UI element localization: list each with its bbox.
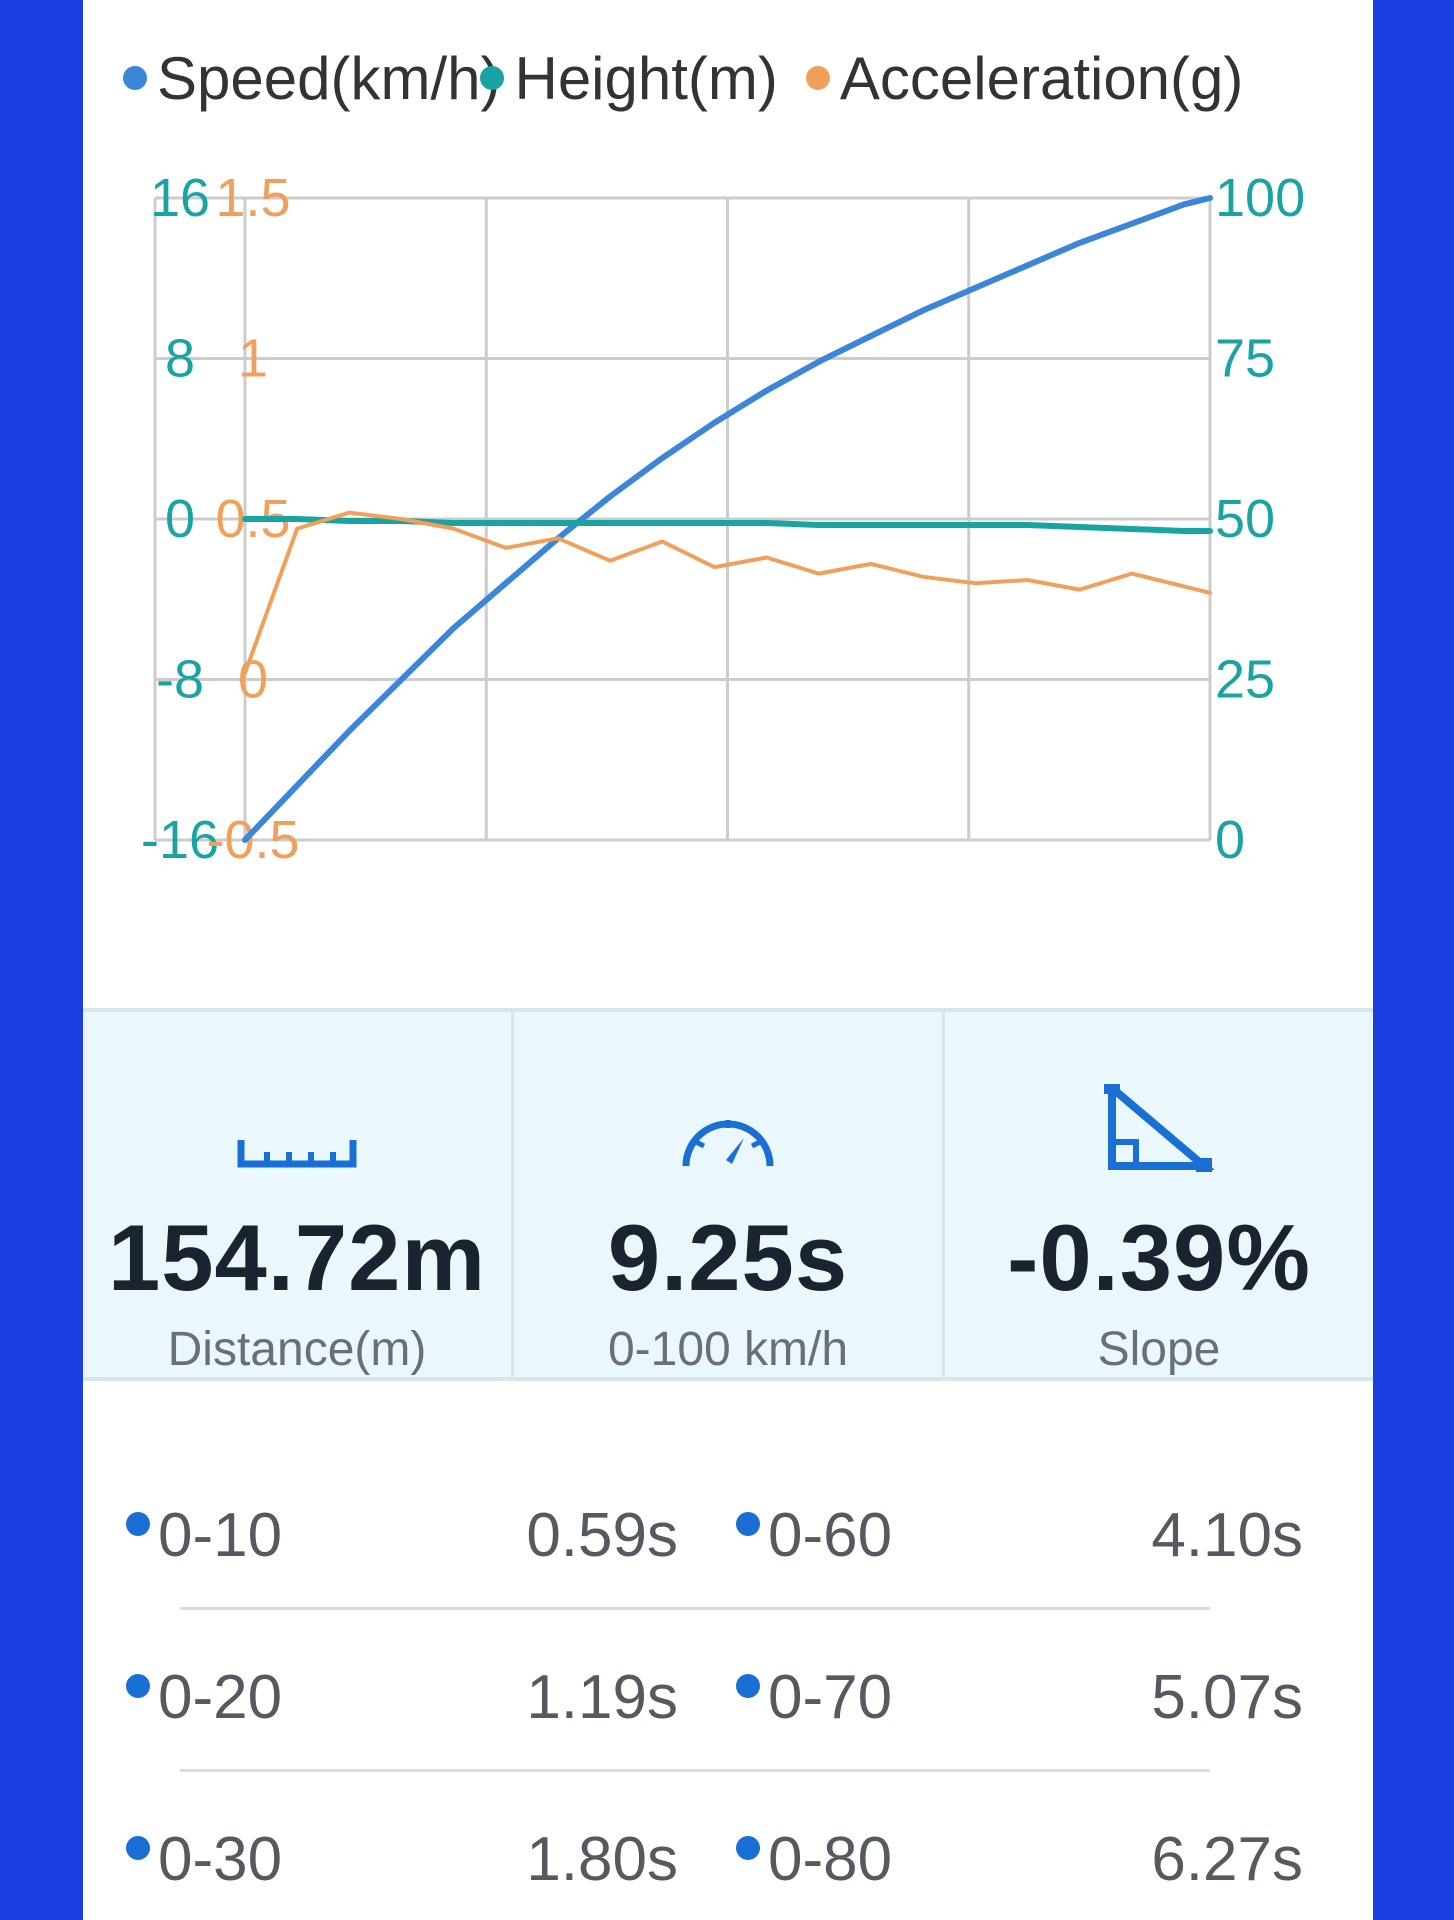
split-label: 0-20 bbox=[158, 1663, 283, 1732]
chart-legend: Speed(km/h) Height(m) Acceleration(g) bbox=[123, 38, 1243, 118]
split-time: 5.07s bbox=[1151, 1663, 1303, 1732]
acceleration-time-value: 9.25s bbox=[607, 1205, 849, 1310]
legend-dot-icon bbox=[480, 66, 505, 90]
split-item: 0-30 bbox=[126, 1824, 282, 1895]
legend-item-acceleration[interactable]: Acceleration(g) bbox=[805, 44, 1244, 113]
acceleration-time-label: 0-100 km/h bbox=[607, 1323, 849, 1376]
split-time: 1.80s bbox=[526, 1825, 678, 1894]
legend-label: Height(m) bbox=[514, 44, 778, 112]
split-item: 0-20 bbox=[126, 1662, 282, 1733]
tick-label-speed: 0 bbox=[1215, 810, 1245, 870]
tick-label-height: 16 bbox=[150, 168, 210, 228]
slope-icon bbox=[1104, 1042, 1214, 1174]
tick-label-acceleration: 1.5 bbox=[215, 168, 290, 228]
legend-label: Acceleration(g) bbox=[839, 44, 1244, 112]
tick-label-speed: 25 bbox=[1215, 650, 1275, 710]
split-item: 0-10 bbox=[126, 1500, 282, 1571]
split-label: 0-30 bbox=[158, 1825, 283, 1894]
split-time: 6.27s bbox=[1151, 1825, 1303, 1894]
bullet-icon bbox=[126, 1512, 150, 1536]
bullet-icon bbox=[126, 1836, 150, 1860]
slope-value: -0.39% bbox=[1007, 1205, 1311, 1310]
tick-label-height: 0 bbox=[165, 489, 195, 549]
split-time: 0.59s bbox=[526, 1501, 678, 1570]
split-row: 0-30 1.80s 0-80 6.27s bbox=[83, 1784, 1373, 1920]
legend-label: Speed(km/h) bbox=[157, 44, 501, 112]
stats-panel: 154.72m Distance(m) 9.25s 0-100 km/h bbox=[83, 1008, 1373, 1381]
slope-label: Slope bbox=[1097, 1323, 1221, 1376]
stat-0-100: 9.25s 0-100 km/h bbox=[514, 1012, 945, 1377]
legend-item-height[interactable]: Height(m) bbox=[480, 44, 778, 113]
bullet-icon bbox=[736, 1674, 760, 1698]
bullet-icon bbox=[126, 1674, 150, 1698]
split-label: 0-60 bbox=[768, 1501, 893, 1570]
split-item: 0-60 bbox=[736, 1500, 892, 1571]
divider bbox=[180, 1607, 1210, 1610]
stat-slope: -0.39% Slope bbox=[945, 1012, 1373, 1377]
ruler-icon bbox=[237, 1042, 357, 1174]
series-line-acceleration-g bbox=[243, 510, 1212, 676]
split-label: 0-10 bbox=[158, 1501, 283, 1570]
split-time: 1.19s bbox=[526, 1663, 678, 1732]
tick-label-height: -16 bbox=[141, 810, 219, 870]
divider bbox=[180, 1769, 1210, 1772]
legend-dot-icon bbox=[805, 66, 830, 90]
tick-label-height: -8 bbox=[156, 650, 204, 710]
series-line-speed-km-h bbox=[242, 195, 1213, 843]
split-label: 0-80 bbox=[768, 1825, 893, 1894]
split-times-list: 0-10 0.59s 0-60 4.10s 0-20 1.19s 0-70 5.… bbox=[83, 1460, 1373, 1920]
tick-label-acceleration: 1 bbox=[238, 329, 268, 389]
tick-label-speed: 50 bbox=[1215, 489, 1275, 549]
distance-value: 154.72m bbox=[107, 1205, 487, 1310]
split-time: 4.10s bbox=[1151, 1501, 1303, 1570]
tick-label-height: 8 bbox=[165, 329, 195, 389]
stat-distance: 154.72m Distance(m) bbox=[83, 1012, 514, 1377]
split-row: 0-10 0.59s 0-60 4.10s bbox=[83, 1460, 1373, 1622]
results-panel: Speed(km/h) Height(m) Acceleration(g) 16… bbox=[83, 0, 1373, 1920]
tick-label-acceleration: 0 bbox=[238, 650, 268, 710]
bullet-icon bbox=[736, 1512, 760, 1536]
chart-series bbox=[242, 195, 1213, 843]
tick-label-speed: 75 bbox=[1215, 329, 1275, 389]
distance-label: Distance(m) bbox=[167, 1323, 427, 1376]
split-item: 0-70 bbox=[736, 1662, 892, 1733]
speedometer-icon bbox=[678, 1042, 778, 1174]
split-label: 0-70 bbox=[768, 1663, 893, 1732]
legend-dot-icon bbox=[123, 66, 147, 90]
bullet-icon bbox=[736, 1836, 760, 1860]
legend-item-speed[interactable]: Speed(km/h) bbox=[123, 44, 500, 113]
split-item: 0-80 bbox=[736, 1824, 892, 1895]
tick-label-acceleration: -0.5 bbox=[206, 810, 299, 870]
split-row: 0-20 1.19s 0-70 5.07s bbox=[83, 1622, 1373, 1784]
tick-label-speed: 100 bbox=[1215, 168, 1305, 228]
